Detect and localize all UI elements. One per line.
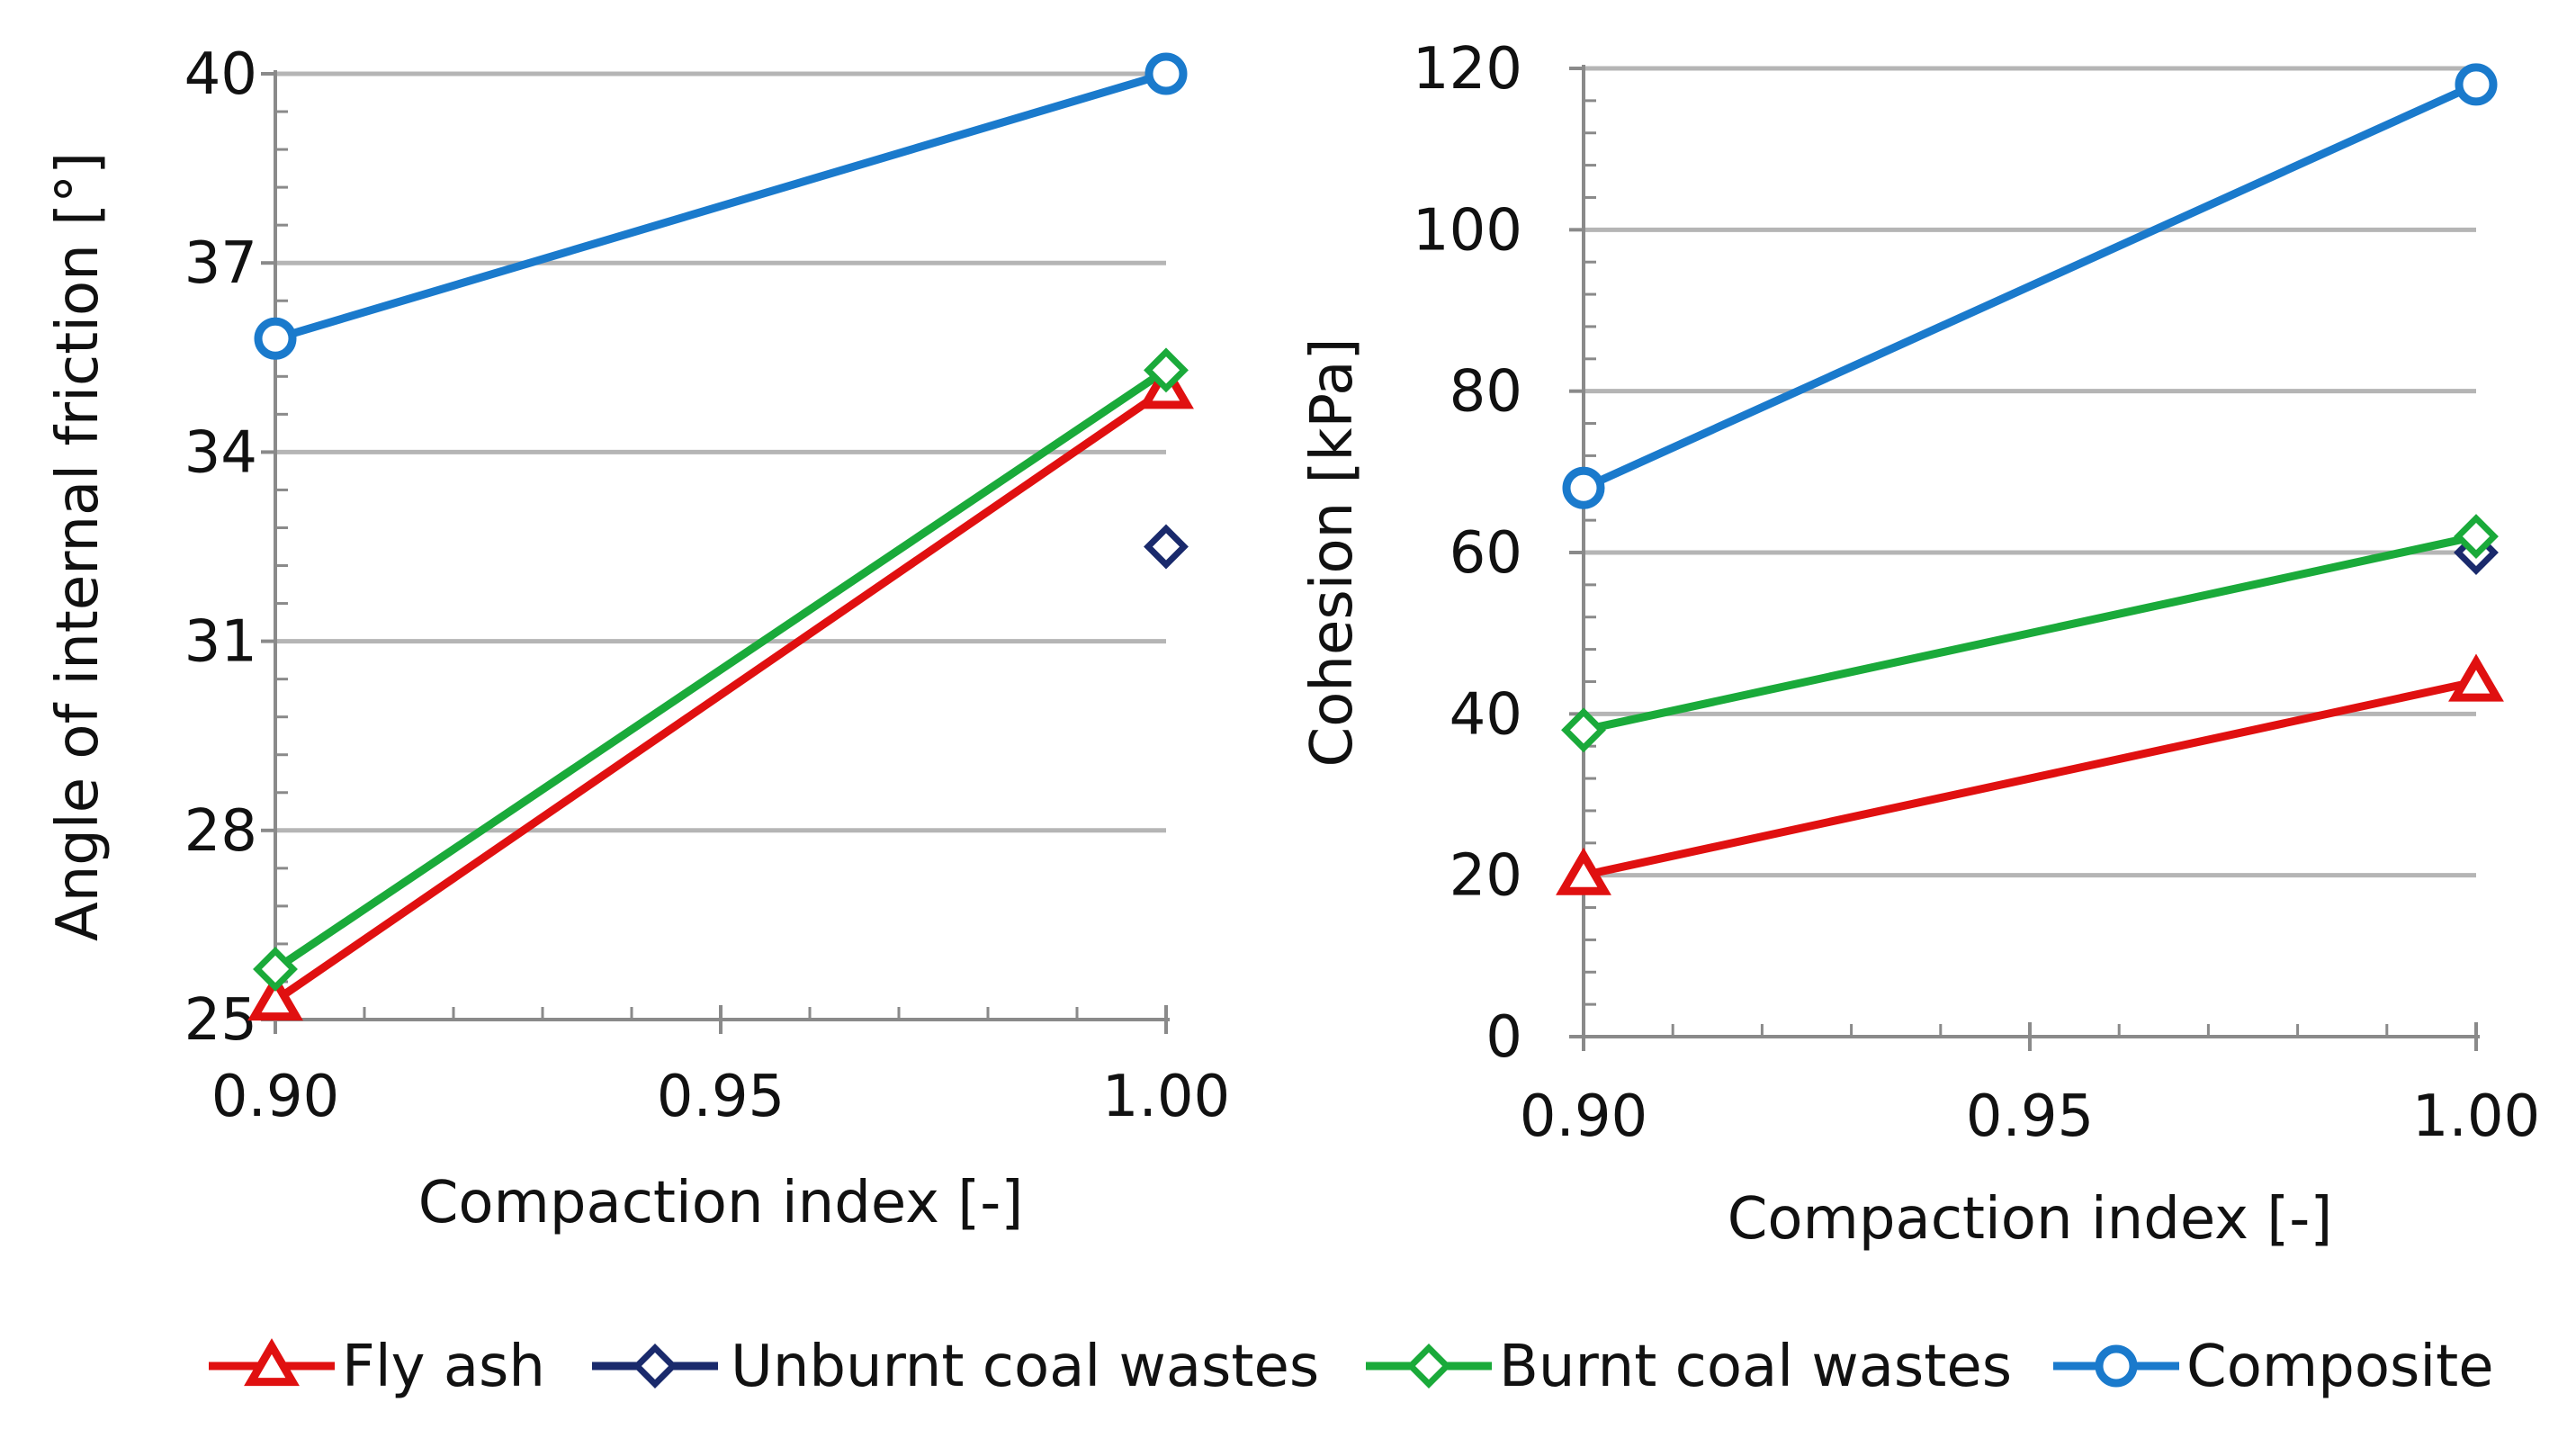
y-tick-label: 25 bbox=[184, 987, 257, 1054]
legend-marker bbox=[1406, 1344, 1451, 1389]
legend-label: Composite bbox=[2186, 1334, 2494, 1400]
legend-label: Fly ash bbox=[342, 1334, 545, 1400]
x-tick-label: 0.95 bbox=[1966, 1083, 2095, 1150]
friction-angle-chart: 25 28 31 34 37 40 0.90 0.95 1.00 Compaction index… bbox=[45, 41, 1230, 1236]
y-tick-label: 60 bbox=[1450, 520, 1522, 587]
y-tick-label: 34 bbox=[184, 419, 257, 486]
series-line bbox=[1579, 677, 2481, 880]
legend-label: Burnt coal wastes bbox=[1499, 1334, 2012, 1400]
legend-marker bbox=[633, 1344, 678, 1389]
data-point bbox=[247, 973, 303, 1021]
y-axis-title: Angle of internal friction [°] bbox=[45, 152, 112, 941]
x-tick-label: 0.90 bbox=[1520, 1083, 1648, 1150]
series-line bbox=[271, 384, 1171, 1005]
y-tick-label: 80 bbox=[1450, 359, 1522, 426]
x-tick-label: 1.00 bbox=[2412, 1083, 2541, 1150]
x-tick-label: 1.00 bbox=[1102, 1064, 1231, 1130]
x-axis-title: Compaction index [-] bbox=[1728, 1186, 2333, 1253]
legend-label: Unburnt coal wastes bbox=[731, 1334, 1319, 1400]
series-line bbox=[271, 69, 1171, 343]
data-point bbox=[2448, 653, 2504, 702]
cohesion-chart: 0 20 40 60 80 100 120 0.90 0.95 1.00 Compaction in… bbox=[1299, 36, 2540, 1253]
x-tick-label: 0.90 bbox=[211, 1064, 340, 1130]
series-line bbox=[271, 365, 1171, 974]
y-tick-label: 28 bbox=[184, 798, 257, 865]
data-point bbox=[2454, 514, 2499, 560]
y-tick-label: 40 bbox=[184, 41, 257, 108]
data-point bbox=[1561, 707, 1606, 753]
y-tick-label: 0 bbox=[1485, 1004, 1522, 1071]
data-point bbox=[1144, 524, 1189, 570]
y-tick-label: 20 bbox=[1450, 843, 1522, 910]
legend-marker bbox=[2095, 1344, 2138, 1388]
y-axis-title: Cohesion [kPa] bbox=[1299, 338, 1366, 768]
series-line bbox=[1579, 80, 2481, 492]
y-tick-label: 100 bbox=[1413, 197, 1522, 264]
data-point bbox=[1144, 52, 1188, 95]
data-point bbox=[254, 317, 297, 360]
y-tick-label: 120 bbox=[1413, 36, 1522, 103]
series-line bbox=[1579, 532, 2481, 734]
data-point bbox=[1562, 466, 1605, 509]
y-tick-label: 40 bbox=[1450, 681, 1522, 748]
x-axis-title: Compaction index [-] bbox=[418, 1170, 1024, 1236]
y-tick-label: 37 bbox=[184, 230, 257, 297]
data-point bbox=[253, 946, 298, 992]
data-point bbox=[1556, 847, 1611, 895]
legend: Fly ash Unburnt coal wastes Burnt coal was… bbox=[209, 1334, 2494, 1400]
legend-marker bbox=[244, 1338, 300, 1387]
data-point bbox=[1144, 347, 1189, 393]
data-point bbox=[2455, 63, 2498, 106]
y-tick-label: 31 bbox=[184, 609, 257, 676]
x-tick-label: 0.95 bbox=[657, 1064, 785, 1130]
